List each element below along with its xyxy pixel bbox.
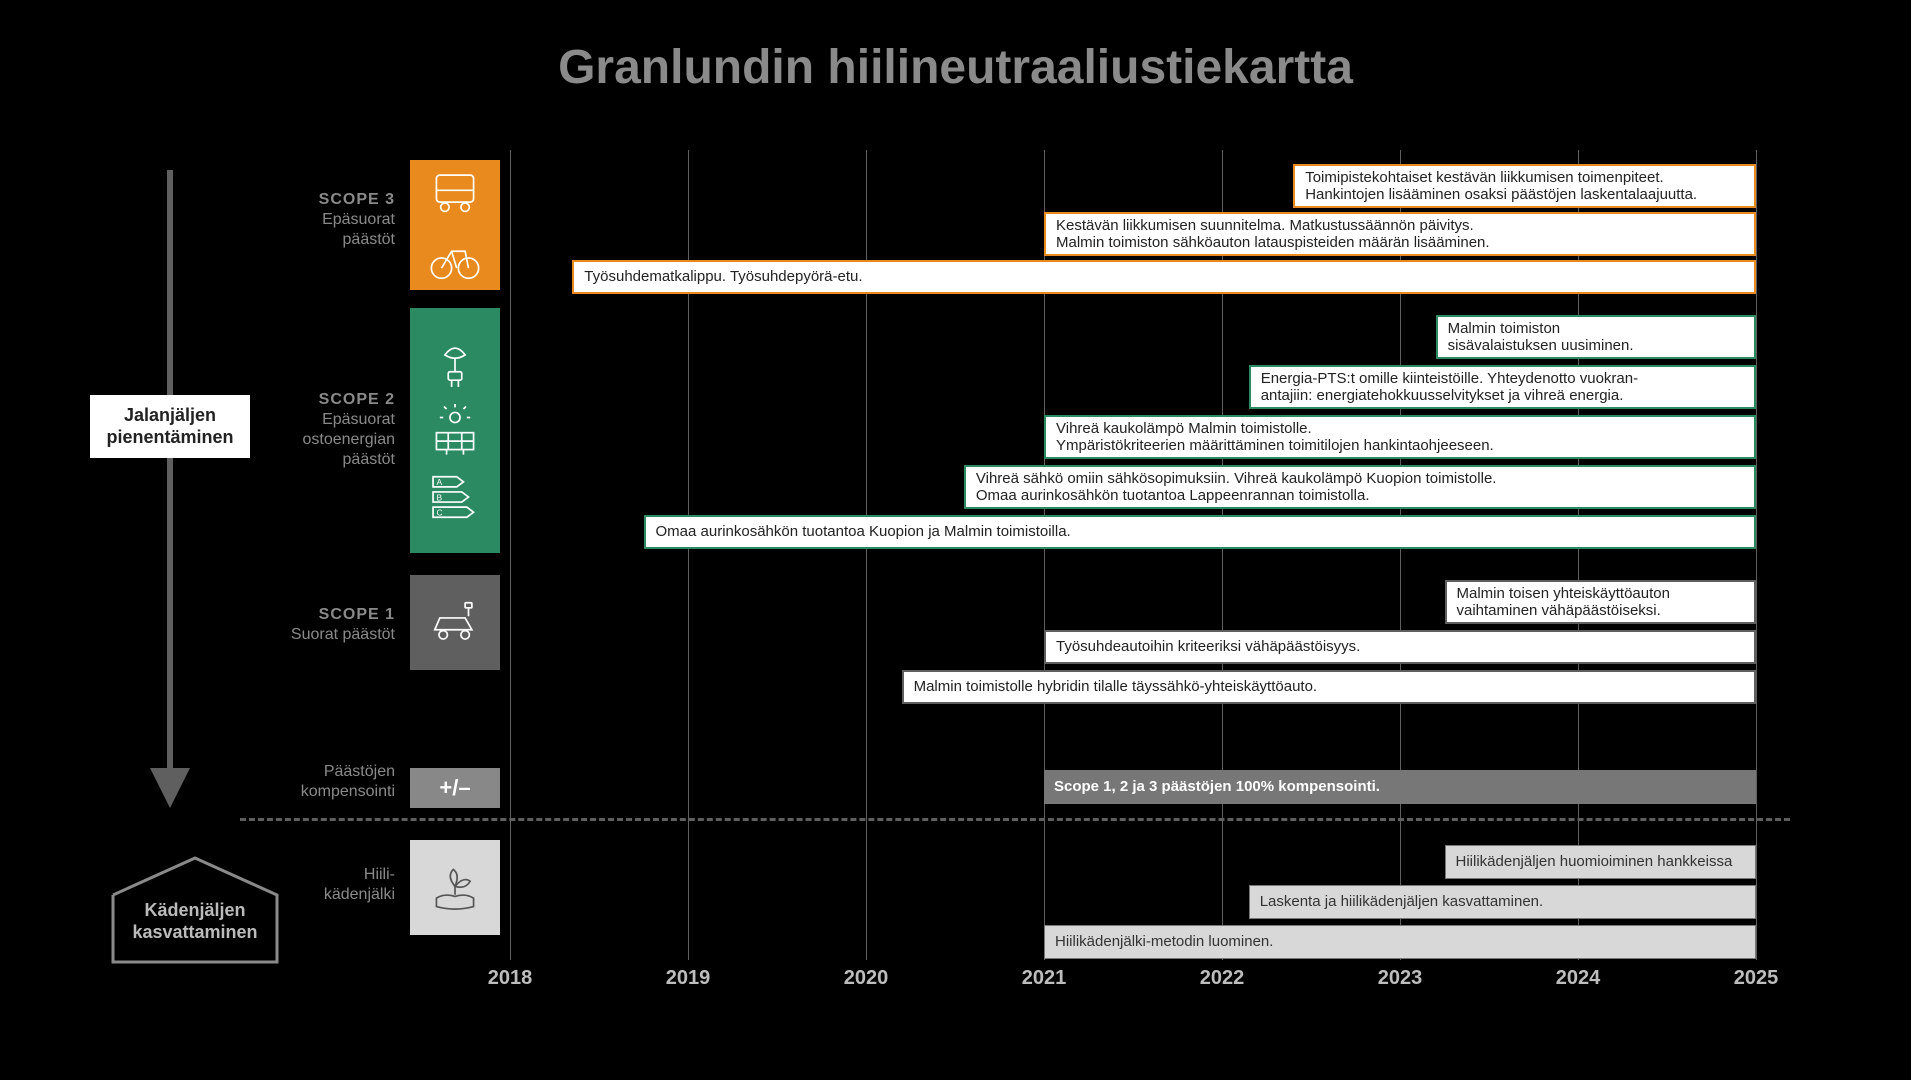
bar-text: Vihreä kaukolämpö Malmin toimistolle. Ym… (1056, 420, 1744, 455)
axis-arrow (150, 170, 190, 810)
year-label-2022: 2022 (1200, 967, 1245, 990)
bar-text: Laskenta ja hiilikädenjäljen kasvattamin… (1260, 893, 1745, 910)
roadmap-bar: Laskenta ja hiilikädenjäljen kasvattamin… (1249, 885, 1756, 919)
roadmap-bar: Malmin toisen yhteiskäyttöauton vaihtami… (1445, 580, 1757, 624)
bar-text: Toimipistekohtaiset kestävän liikkumisen… (1305, 169, 1744, 204)
roadmap-bar: Vihreä kaukolämpö Malmin toimistolle. Ym… (1044, 415, 1756, 459)
roadmap-bar: Malmin toimistolle hybridin tilalle täys… (902, 670, 1756, 704)
scope2-label: SCOPE 2 Epäsuorat ostoenergian päästöt (275, 390, 395, 470)
bar-text: Malmin toisen yhteiskäyttöauton vaihtami… (1457, 585, 1745, 620)
bar-text: Hiilikädenjäljen huomioiminen hankkeissa (1456, 853, 1746, 870)
roadmap-chart: Jalanjäljen pienentäminen Kädenjäljen ka… (120, 150, 1790, 1030)
solar-panel-icon (428, 404, 482, 458)
energy-label-icon: ABC (428, 470, 482, 524)
gridline-2018 (510, 150, 511, 960)
compensation-label: Päästöjen kompensointi (275, 762, 395, 802)
roadmap-bar: Työsuhdeautoihin kriteeriksi vähäpäästöi… (1044, 630, 1756, 664)
bar-text: Hiilikädenjälki-metodin luominen. (1055, 933, 1745, 950)
gridline-2025 (1756, 150, 1757, 960)
bar-text: Kestävän liikkumisen suunnitelma. Matkus… (1056, 217, 1744, 252)
year-label-2018: 2018 (488, 967, 533, 990)
svg-text:A: A (436, 477, 442, 487)
scope1-label: SCOPE 1 Suorat päästöt (275, 605, 395, 645)
svg-text:B: B (436, 492, 442, 502)
scope3-label: SCOPE 3 Epäsuorat päästöt (275, 190, 395, 250)
year-label-2025: 2025 (1734, 967, 1779, 990)
axis-upper-label: Jalanjäljen pienentäminen (90, 395, 250, 458)
roadmap-bar: Vihreä sähkö omiin sähkösopimuksiin. Vih… (964, 465, 1756, 509)
roadmap-bar: Energia-PTS:t omille kiinteistöille. Yht… (1249, 365, 1756, 409)
roadmap-bar: Kestävän liikkumisen suunnitelma. Matkus… (1044, 212, 1756, 256)
svg-text:C: C (436, 507, 442, 517)
axis-lower-label: Kädenjäljen kasvattaminen (132, 900, 257, 942)
bar-text: Omaa aurinkosähkön tuotantoa Kuopion ja … (656, 523, 1745, 540)
roadmap-bar: Työsuhdematkalippu. Työsuhdepyörä-etu. (572, 260, 1756, 294)
bar-text: Malmin toimistolle hybridin tilalle täys… (914, 678, 1744, 695)
leaf-plug-icon (428, 338, 482, 392)
handprint-label: Hiili- kädenjälki (275, 865, 395, 905)
bar-text: Scope 1, 2 ja 3 päästöjen 100% kompensoi… (1054, 778, 1746, 795)
roadmap-bar: Omaa aurinkosähkön tuotantoa Kuopion ja … (644, 515, 1757, 549)
scope2-icon-block: ABC (410, 308, 500, 553)
bar-text: Malmin toimiston sisävalaistuksen uusimi… (1448, 320, 1744, 355)
year-label-2019: 2019 (666, 967, 711, 990)
roadmap-bar: Toimipistekohtaiset kestävän liikkumisen… (1293, 164, 1756, 208)
roadmap-bar: Malmin toimiston sisävalaistuksen uusimi… (1436, 315, 1756, 359)
bar-text: Vihreä sähkö omiin sähkösopimuksiin. Vih… (976, 470, 1744, 505)
bar-text: Energia-PTS:t omille kiinteistöille. Yht… (1261, 370, 1744, 405)
house-outline: Kädenjäljen kasvattaminen (105, 850, 285, 970)
scope1-icon-block (410, 575, 500, 670)
page-title: Granlundin hiilineutraaliustiekartta (0, 40, 1911, 95)
year-label-2021: 2021 (1022, 967, 1067, 990)
ev-car-icon (428, 596, 482, 650)
scope3-icon-block (410, 160, 500, 290)
footprint-handprint-divider (240, 818, 1790, 821)
roadmap-bar: Scope 1, 2 ja 3 päästöjen 100% kompensoi… (1044, 770, 1756, 804)
plant-hand-icon (428, 861, 482, 915)
handprint-icon-block (410, 840, 500, 935)
year-label-2020: 2020 (844, 967, 889, 990)
bar-text: Työsuhdematkalippu. Työsuhdepyörä-etu. (584, 268, 1744, 285)
bus-icon (428, 165, 482, 219)
year-label-2024: 2024 (1556, 967, 1601, 990)
timeline: 20182019202020212022202320242025Toimipis… (510, 150, 1790, 1030)
roadmap-bar: Hiilikädenjäljen huomioiminen hankkeissa (1445, 845, 1757, 879)
year-label-2023: 2023 (1378, 967, 1423, 990)
compensation-icon-block: +/– (410, 768, 500, 808)
bar-text: Työsuhdeautoihin kriteeriksi vähäpäästöi… (1056, 638, 1744, 655)
bicycle-icon (428, 231, 482, 285)
roadmap-bar: Hiilikädenjälki-metodin luominen. (1044, 925, 1756, 959)
